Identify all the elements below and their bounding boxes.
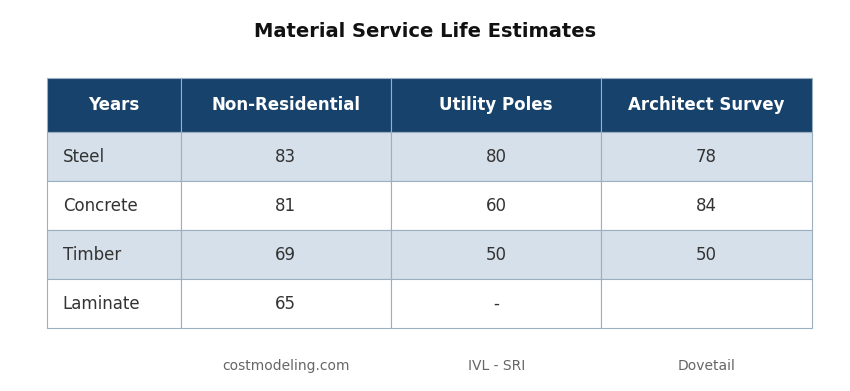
Bar: [601, 132, 812, 181]
Text: Non-Residential: Non-Residential: [212, 96, 360, 114]
Text: Utility Poles: Utility Poles: [439, 96, 553, 114]
Text: Concrete: Concrete: [63, 197, 138, 215]
Bar: [180, 181, 391, 230]
Bar: [180, 132, 391, 181]
Text: 81: 81: [275, 197, 297, 215]
Bar: [391, 132, 601, 181]
Bar: [601, 78, 812, 132]
Text: costmodeling.com: costmodeling.com: [222, 359, 349, 373]
Bar: [47, 78, 180, 132]
Text: Timber: Timber: [63, 246, 121, 264]
Bar: [47, 132, 180, 181]
Bar: [391, 230, 601, 279]
Text: Laminate: Laminate: [63, 295, 140, 313]
Text: IVL - SRI: IVL - SRI: [468, 359, 524, 373]
Text: Steel: Steel: [63, 147, 105, 165]
Text: Years: Years: [88, 96, 139, 114]
Bar: [47, 279, 180, 328]
Text: 80: 80: [485, 147, 507, 165]
Text: 65: 65: [275, 295, 297, 313]
Bar: [180, 279, 391, 328]
Text: Material Service Life Estimates: Material Service Life Estimates: [254, 22, 596, 41]
Text: Dovetail: Dovetail: [677, 359, 735, 373]
Text: 50: 50: [485, 246, 507, 264]
Text: Architect Survey: Architect Survey: [628, 96, 785, 114]
Bar: [601, 230, 812, 279]
Bar: [601, 279, 812, 328]
Text: 60: 60: [485, 197, 507, 215]
Bar: [391, 78, 601, 132]
Text: 50: 50: [696, 246, 717, 264]
Bar: [391, 181, 601, 230]
Bar: [180, 230, 391, 279]
Text: -: -: [493, 295, 499, 313]
Text: 69: 69: [275, 246, 297, 264]
Text: 84: 84: [696, 197, 717, 215]
Bar: [47, 230, 180, 279]
Bar: [180, 78, 391, 132]
Bar: [391, 279, 601, 328]
Bar: [47, 181, 180, 230]
Text: 83: 83: [275, 147, 297, 165]
Bar: [601, 181, 812, 230]
Text: 78: 78: [696, 147, 717, 165]
